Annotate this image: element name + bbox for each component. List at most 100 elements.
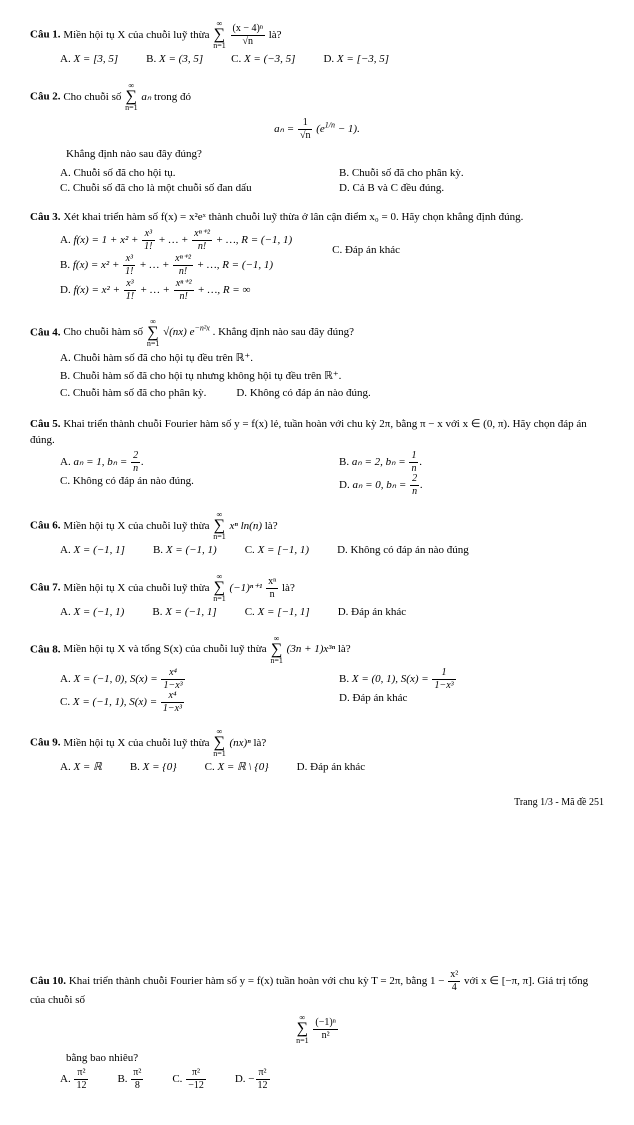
opt-text: Chuỗi số đã cho phân kỳ. <box>352 167 464 179</box>
opt-label: D. <box>323 53 334 65</box>
q10-head: Câu 10. <box>30 975 66 987</box>
q1-opt-c: C. X = (−3, 5] <box>231 52 295 67</box>
page-footer: Trang 1/3 - Mã đề 251 <box>30 796 604 810</box>
q10-opt-c: C. π²−12 <box>172 1068 206 1091</box>
q1-options: A. X = [3, 5] B. X = (3, 5] C. X = (−3, … <box>60 52 604 67</box>
opt-text: Không có đáp án nào đúng. <box>250 387 371 399</box>
q6-opt-d: D. Không có đáp án nào đúng <box>337 543 469 558</box>
q10-opt-a: A. π²12 <box>60 1068 89 1091</box>
q10-body-text: Khai triển thành chuỗi Fourier hàm số y … <box>30 975 588 1006</box>
opt-label: C. <box>60 475 70 487</box>
sum-bot: n=1 <box>125 104 138 112</box>
opt-text: X = (−1, 1) <box>73 606 124 618</box>
q7-opt-a: A. X = (−1, 1) <box>60 605 124 620</box>
opt-text: aₙ = 2, bₙ = 1n. <box>352 456 422 468</box>
q4-opt-b: B. Chuỗi hàm số đã cho hội tụ nhưng khôn… <box>60 369 604 384</box>
q6-opt-c: C. X = [−1, 1) <box>245 543 309 558</box>
q7-body-post: là? <box>282 582 295 594</box>
q9-opt-d: D. Đáp án khác <box>297 760 365 775</box>
q5-opt-b: B. aₙ = 2, bₙ = 1n. <box>339 451 604 474</box>
q9-opt-b: B. X = {0} <box>130 760 177 775</box>
opt-text: X = (−1, 1] <box>165 606 217 618</box>
frac-den: √n <box>298 130 313 141</box>
q4-head: Câu 4. <box>30 326 61 338</box>
q10-formula: ∞ ∑ n=1 (−1)ⁿ n² <box>30 1014 604 1044</box>
sum-bot: n=1 <box>213 750 226 758</box>
q4-body-post: . Khẳng định nào sau đây đúng? <box>213 326 354 338</box>
opt-label: A. <box>60 1073 71 1085</box>
opt-text: Chuỗi hàm số đã cho hội tụ đều trên ℝ⁺. <box>73 352 253 364</box>
q8-head: Câu 8. <box>30 643 61 655</box>
q9-options: A. X = ℝ B. X = {0} C. X = ℝ \ {0} D. Đá… <box>60 760 604 775</box>
q1-opt-a: A. X = [3, 5] <box>60 52 118 67</box>
sigma-icon: ∑ <box>213 736 226 750</box>
sum-bot: n=1 <box>213 533 226 541</box>
opt-label: C. <box>60 182 70 194</box>
q6-body-pre: Miền hội tụ X của chuỗi luỹ thừa <box>63 520 212 532</box>
frac-num: (x − 4)ⁿ <box>231 24 265 36</box>
q4-term: √(nx) e−n²x <box>163 326 210 338</box>
q2-opt-a: A. Chuỗi số đã cho hội tụ. <box>60 166 325 181</box>
opt-label: B. <box>152 606 162 618</box>
opt-text: Đáp án khác <box>345 244 400 256</box>
opt-text: f(x) = x² + x³1! + … + xⁿ⁺²n! + …, R = ∞ <box>73 284 250 296</box>
question-2: Câu 2. Cho chuỗi số ∞ ∑ n=1 aₙ trong đó … <box>30 82 604 197</box>
opt-text: Chuỗi hàm số đã cho hội tụ nhưng không h… <box>73 370 342 382</box>
opt-label: D. <box>339 479 350 491</box>
question-7: Câu 7. Miền hội tụ X của chuỗi luỹ thừa … <box>30 573 604 621</box>
question-9: Câu 9. Miền hội tụ X của chuỗi luỹ thừa … <box>30 728 604 776</box>
q1-body: Miền hội tụ X của chuỗi luỹ thừa ∞ ∑ n=1… <box>63 29 281 41</box>
q7-opt-d: D. Đáp án khác <box>338 605 406 620</box>
opt-text: X = (3, 5] <box>159 53 203 65</box>
opt-text: X = {0} <box>143 761 177 773</box>
q7-options: A. X = (−1, 1) B. X = (−1, 1] C. X = [−1… <box>60 605 604 620</box>
q8-term: (3n + 1)x³ⁿ <box>287 643 335 655</box>
q1-head: Câu 1. <box>30 29 61 41</box>
opt-label: C. <box>231 53 241 65</box>
sum-bot: n=1 <box>147 340 160 348</box>
sum-bot: n=1 <box>213 42 226 50</box>
q9-opt-c: C. X = ℝ \ {0} <box>205 760 269 775</box>
question-1: Câu 1. Miền hội tụ X của chuỗi luỹ thừa … <box>30 20 604 68</box>
opt-label: B. <box>117 1073 127 1085</box>
q5-opt-a: A. aₙ = 1, bₙ = 2n. <box>60 451 325 474</box>
opt-text: X = ℝ <box>73 761 101 773</box>
q4-options: A. Chuỗi hàm số đã cho hội tụ đều trên ℝ… <box>60 351 604 403</box>
q6-head: Câu 6. <box>30 520 61 532</box>
opt-label: C. <box>172 1073 182 1085</box>
q8-body: Miền hội tụ X và tổng S(x) của chuỗi luỹ… <box>63 643 350 655</box>
formula-lhs: aₙ = <box>274 123 297 135</box>
opt-label: D. <box>60 284 71 296</box>
opt-label: C. <box>245 544 255 556</box>
sigma-icon: ∑ <box>213 581 226 595</box>
q5-head: Câu 5. <box>30 418 61 430</box>
opt-text: X = (0, 1), S(x) = 11−x³ <box>352 673 457 685</box>
q7-head: Câu 7. <box>30 582 61 594</box>
opt-text: X = [−1, 1] <box>258 606 310 618</box>
sigma-icon: ∑ <box>147 326 160 340</box>
sum-bot: n=1 <box>296 1037 309 1045</box>
sigma-icon: ∑ <box>213 28 226 42</box>
opt-text: f(x) = 1 + x² + x³1! + … + xⁿ⁺²n! + …, R… <box>73 234 292 246</box>
q10-options: A. π²12 B. π²8 C. π²−12 D. −π²12 <box>60 1068 604 1091</box>
q2-body: Cho chuỗi số ∞ ∑ n=1 aₙ trong đó <box>63 91 191 103</box>
opt-text: Đáp án khác <box>352 692 407 704</box>
frac-num: (−1)ⁿ <box>313 1018 337 1030</box>
sum-bot: n=1 <box>270 657 283 665</box>
opt-label: B. <box>60 370 70 382</box>
opt-label: C. <box>245 606 255 618</box>
q6-body: Miền hội tụ X của chuỗi luỹ thừa ∞ ∑ n=1… <box>63 520 277 532</box>
opt-label: C. <box>332 244 342 256</box>
q5-body: Khai triển thành chuỗi Fourier hàm số y … <box>30 418 587 445</box>
q4-sum: ∞ ∑ n=1 <box>147 318 160 348</box>
opt-text: aₙ = 0, bₙ = 2n. <box>352 479 422 491</box>
opt-text: X = (−1, 1] <box>73 544 125 556</box>
opt-label: D. <box>339 692 350 704</box>
opt-label: D. <box>338 606 349 618</box>
opt-text: Chuỗi hàm số đã cho phân kỳ. <box>73 387 207 399</box>
q1-opt-b: B. X = (3, 5] <box>146 52 203 67</box>
q4-body: Cho chuỗi hàm số ∞ ∑ n=1 √(nx) e−n²x . K… <box>63 326 354 338</box>
q2-opt-d: D. Cả B và C đều đúng. <box>339 181 604 196</box>
opt-text: aₙ = 1, bₙ = 2n. <box>73 456 143 468</box>
opt-text: X = ℝ \ {0} <box>217 761 268 773</box>
